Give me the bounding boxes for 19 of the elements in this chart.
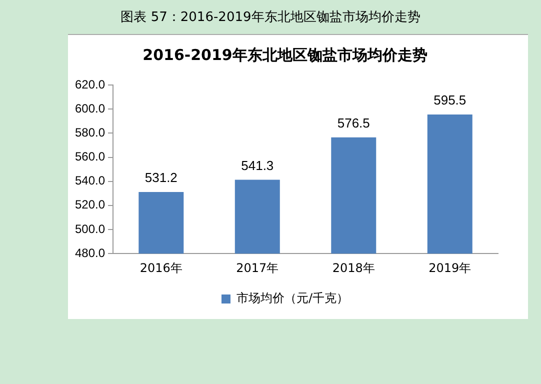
legend-label: 市场均价（元/千克） [236, 291, 349, 306]
data-label: 541.3 [241, 158, 274, 173]
chart-title: 2016-2019年东北地区铷盐市场均价走势 [142, 46, 428, 64]
x-tick-label: 2017年 [236, 260, 279, 275]
y-tick-label: 620.0 [75, 77, 106, 92]
text: 图表 57：2016-2019年东北地区铷盐市场均价走势 [120, 9, 422, 26]
data-label: 595.5 [434, 92, 466, 108]
y-tick-label: 540.0 [75, 174, 106, 188]
x-tick-label: 2018年 [332, 260, 375, 275]
data-label: 531.2 [144, 170, 178, 186]
x-tick-label: 2016年 [140, 260, 182, 275]
y-tick-label: 560.0 [75, 150, 106, 164]
y-tick-label: 600.0 [75, 101, 106, 116]
y-tick-label: 580.0 [75, 125, 106, 140]
x-tick-label: 2019年 [428, 260, 472, 275]
y-tick-label: 520.0 [75, 198, 106, 212]
y-tick-label: 500.0 [75, 222, 106, 236]
data-label: 576.5 [337, 115, 370, 130]
y-tick-label: 480.0 [75, 246, 106, 260]
